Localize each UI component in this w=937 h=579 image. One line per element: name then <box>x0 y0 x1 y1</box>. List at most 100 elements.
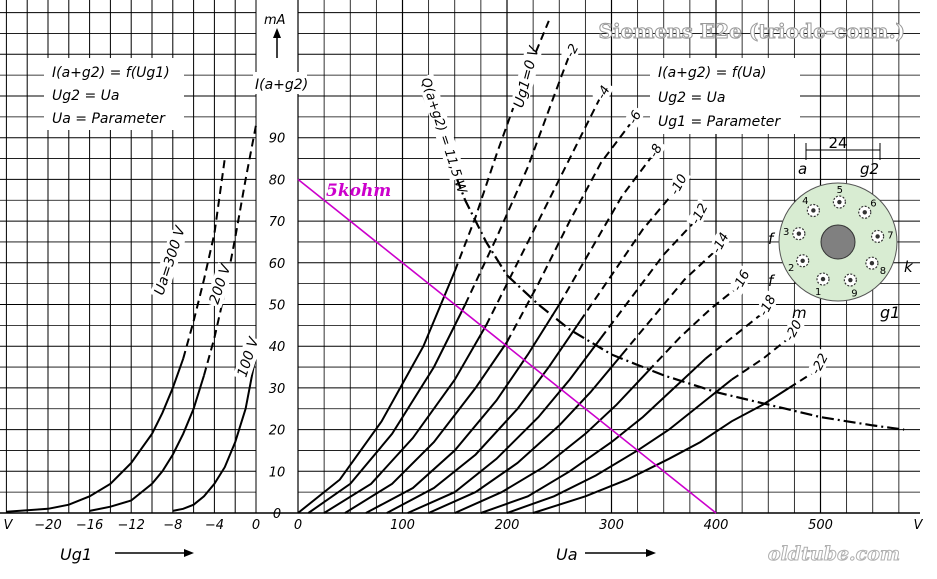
series-line-right-2 <box>323 324 487 514</box>
base-pin-core <box>796 231 802 236</box>
series-label-bg <box>686 198 713 229</box>
series-line-left-1-dashed <box>203 125 257 376</box>
y-axis-label: I(a+g2) <box>255 77 308 93</box>
series-label-bg <box>728 264 754 295</box>
y-tick-label: 80 <box>269 173 286 188</box>
series-label-bg <box>644 138 667 162</box>
series-line-left-0 <box>6 358 185 513</box>
series-label-right-group: -6 <box>623 105 646 129</box>
series-line-right-3-dashed <box>506 120 634 343</box>
base-center-spigot <box>820 224 856 260</box>
y-tick-label: 60 <box>269 257 286 272</box>
x-tick-label-left: −4 <box>205 518 224 533</box>
series-line-right-9-dashed <box>704 312 764 360</box>
base-pin-number: 9 <box>851 288 857 299</box>
series-line-left-0-dashed <box>182 158 226 359</box>
x-tick-label-left: −16 <box>76 518 103 533</box>
dim-label: 24 <box>828 134 847 152</box>
series-label-bg <box>780 315 807 346</box>
pin-letter-k: k <box>904 258 914 276</box>
base-pin-number: 4 <box>802 196 808 207</box>
x-tick-label-right: 500 <box>808 518 833 533</box>
y-tick-label: 10 <box>269 465 286 480</box>
base-pin-core <box>800 258 805 263</box>
series-line-right-4-dashed <box>558 153 655 306</box>
y-tick-label: 70 <box>269 215 286 230</box>
series-label-bg <box>665 169 692 200</box>
y-tick-label: 20 <box>269 424 286 439</box>
left-legend-line-1: I(a+g2) = f(Ug1) <box>52 65 170 81</box>
x-unit-right: V <box>914 518 924 533</box>
load-line-label: 5kohm <box>326 181 391 201</box>
series-label-bg <box>205 262 235 309</box>
base-pin-number: 2 <box>788 263 794 274</box>
base-pin-number: 6 <box>870 199 876 210</box>
series-label-bg <box>561 38 583 62</box>
left-legend-line-3: Ua = Parameter <box>52 111 166 127</box>
right-legend-box <box>650 58 800 134</box>
series-label-right-group: -2 <box>561 38 583 62</box>
watermark: oldtube.com <box>768 543 900 565</box>
left-legend: I(a+g2) = f(Ug1) Ug2 = Ua Ua = Parameter <box>44 58 184 130</box>
base-pin-core <box>862 210 867 215</box>
series-label-right: -6 <box>626 108 645 126</box>
x-tick-label-right: 0 <box>294 518 302 533</box>
base-pin-number: 5 <box>837 185 843 196</box>
base-pin-core <box>869 260 875 266</box>
base-pins: 1 2 3 4 5 6 7 8 9 <box>783 185 894 299</box>
series-label-right: -4 <box>594 83 613 101</box>
series-line-right-1 <box>307 304 467 514</box>
series-line-right-11 <box>532 387 790 514</box>
series-label-bg <box>623 105 646 129</box>
series-line-right-2-dashed <box>485 95 602 326</box>
right-legend-line-2: Ug2 = Ua <box>658 90 726 106</box>
pin-letter-m: m <box>792 304 807 322</box>
pin-letter-g1: g1 <box>880 303 900 322</box>
y-axis-label-bg <box>253 72 307 94</box>
base-pin-core <box>837 199 842 205</box>
x-tick-label-left: 0 <box>252 518 260 533</box>
x-unit-left: V <box>4 518 14 533</box>
series-line-right-4 <box>365 303 561 514</box>
series-line-right-0 <box>297 270 456 514</box>
series-line-right-7 <box>428 353 623 514</box>
y-axis-arrowhead <box>273 28 281 38</box>
base-pin-number: 8 <box>880 266 886 277</box>
left-legend-line-2: Ug2 = Ua <box>52 88 120 104</box>
x-tick-label-right: 200 <box>495 518 520 533</box>
pin-letter-f-lower: f <box>768 272 776 290</box>
y-tick-label: 30 <box>269 382 286 397</box>
series-line-right-6-dashed <box>600 220 696 339</box>
series-label-bg <box>592 80 615 104</box>
series-line-right-10-dashed <box>731 337 790 381</box>
dissipation-label-bg <box>416 73 467 182</box>
base-pin-core <box>811 208 816 213</box>
series-line-right-5-dashed <box>579 191 675 322</box>
x-tick-label-right: 100 <box>390 518 415 533</box>
series-line-left-2 <box>172 354 257 512</box>
right-legend-line-3: Ug1 = Parameter <box>658 114 781 130</box>
series-label-right: -2 <box>563 42 582 60</box>
curves <box>6 20 905 514</box>
y-unit-label: mA <box>264 13 286 28</box>
y-tick-label: 0 <box>273 507 281 522</box>
series-label-bg <box>509 49 542 112</box>
load-line <box>297 178 717 514</box>
series-line-right-1-dashed <box>464 53 571 305</box>
base-pin-core <box>875 234 880 239</box>
base-pin-number: 1 <box>815 287 821 298</box>
series-line-left-1 <box>89 375 205 512</box>
right-legend: I(a+g2) = f(Ua) Ug2 = Ua Ug1 = Parameter <box>650 58 800 134</box>
dissipation-curve <box>422 95 905 431</box>
x-tick-label-left: −12 <box>117 518 144 533</box>
series-line-right-9 <box>480 357 707 514</box>
x-axis-arrowhead-right <box>646 549 656 557</box>
base-pin-core <box>848 277 853 283</box>
x-tick-label-left: −20 <box>34 518 61 533</box>
x-axis-label-left: Ug1 <box>60 545 92 564</box>
series-label-bg <box>233 335 263 382</box>
series-line-right-5 <box>386 320 581 514</box>
series-label-bg <box>754 290 780 321</box>
x-axis-label-right: Ua <box>556 545 578 564</box>
